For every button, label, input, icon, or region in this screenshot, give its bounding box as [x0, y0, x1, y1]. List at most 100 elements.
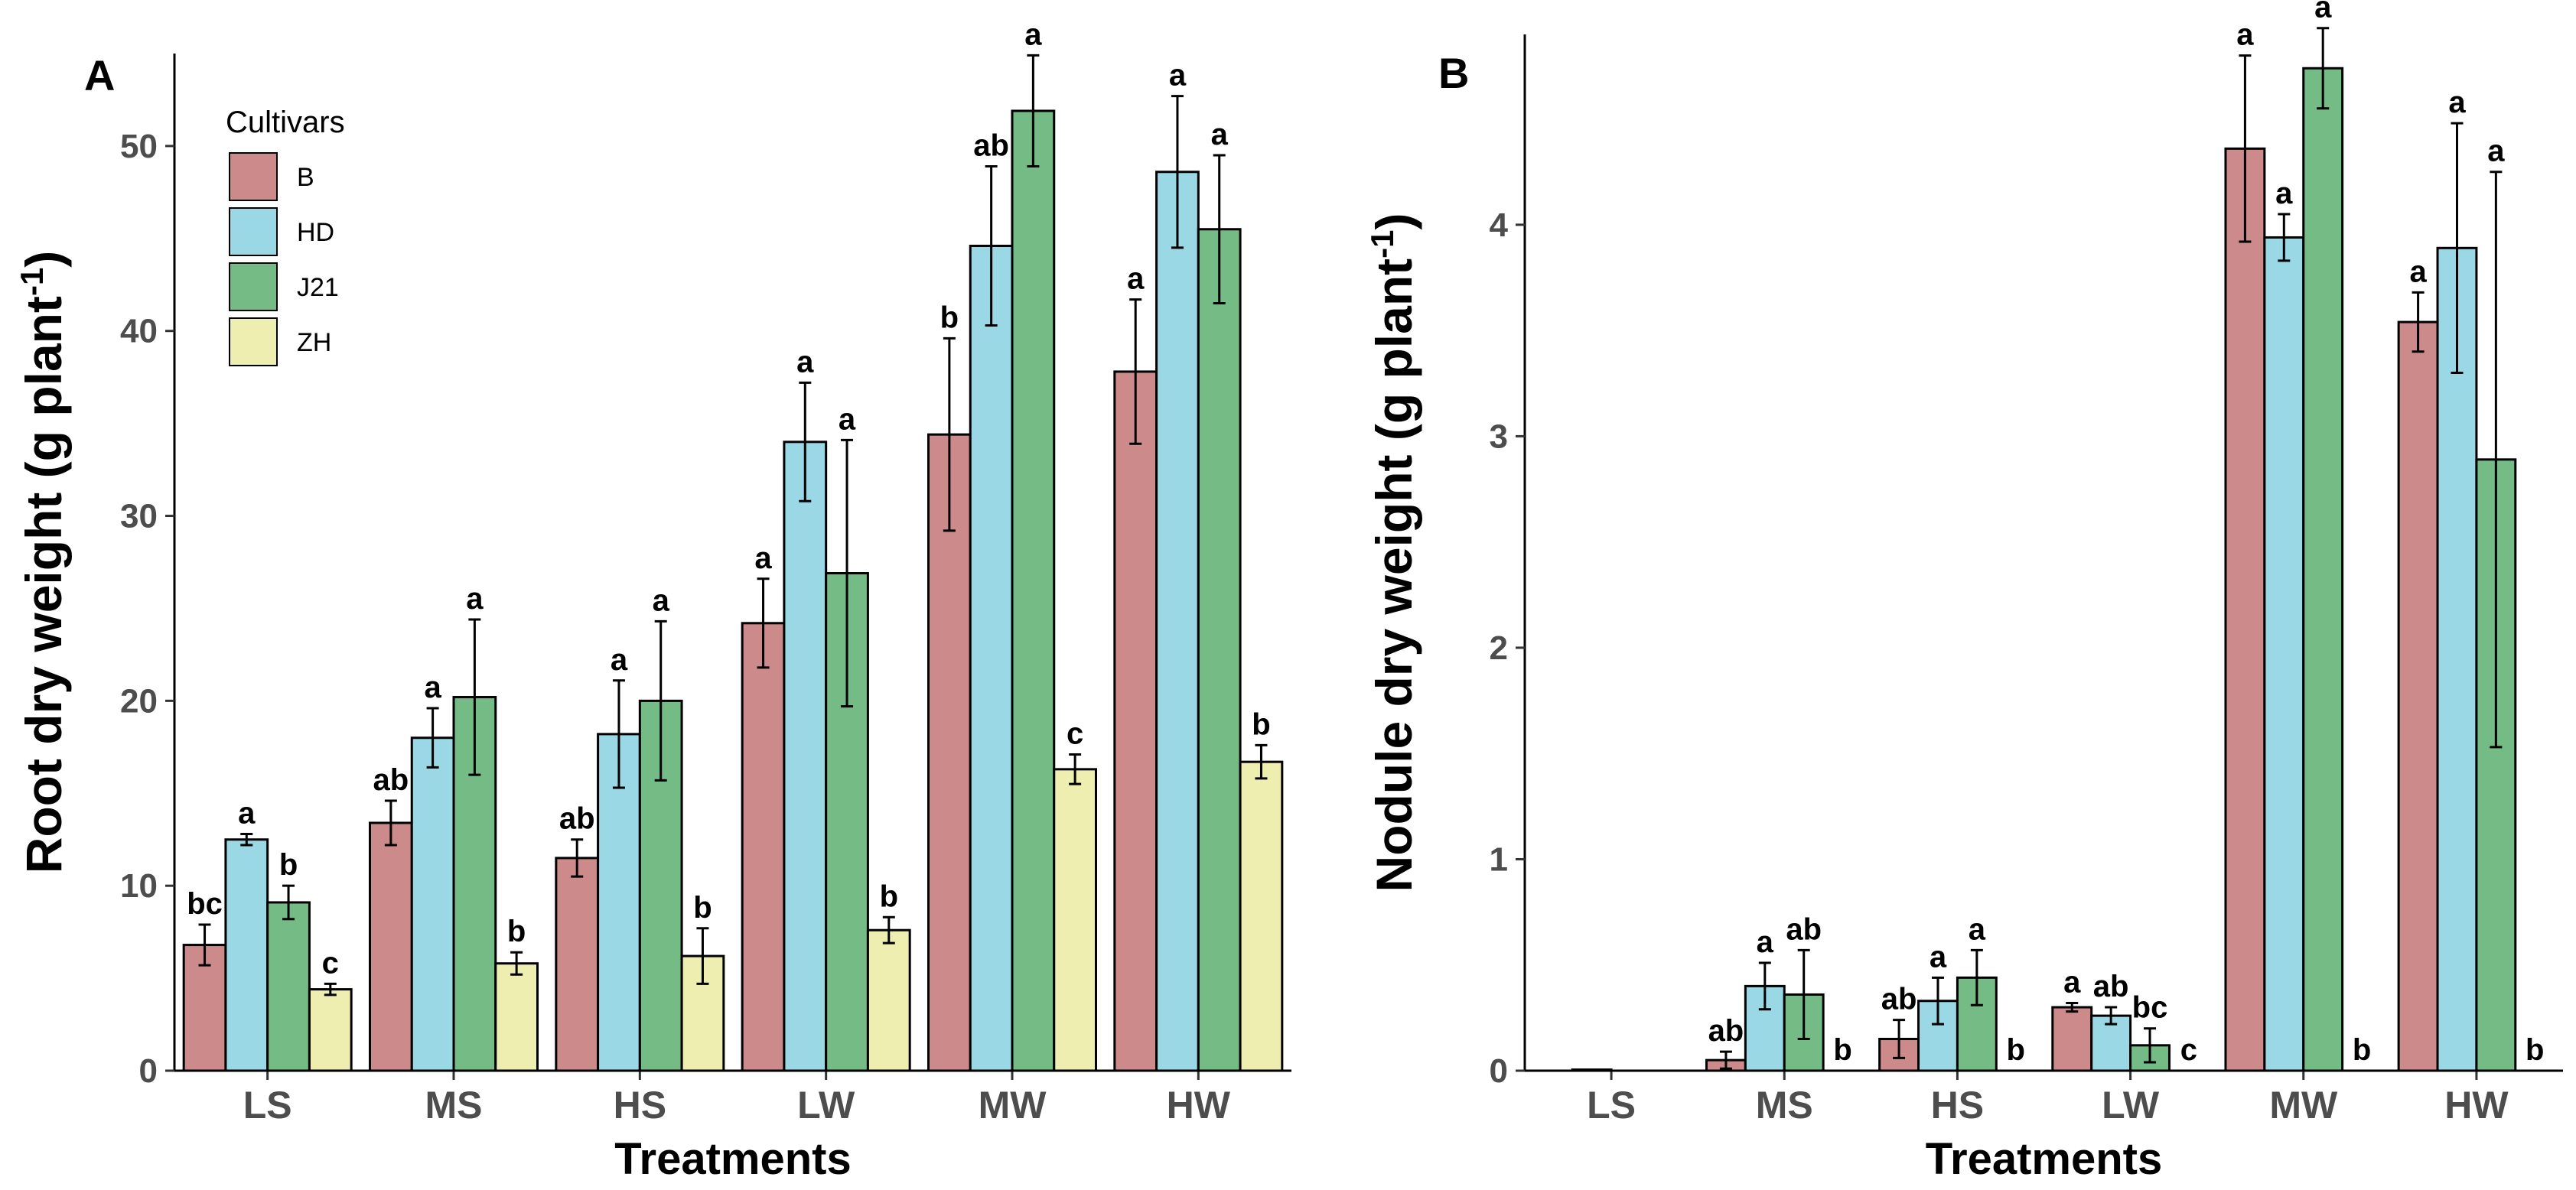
significance-letter: b	[507, 915, 526, 948]
significance-letter: ab	[1786, 912, 1822, 946]
significance-letter: a	[2063, 966, 2081, 1000]
significance-letter: b	[2526, 1033, 2544, 1067]
legend-swatch-b	[229, 152, 278, 201]
bar-zh-ls	[308, 988, 353, 1072]
significance-letter: a	[796, 345, 814, 379]
bar-zh-lw	[866, 928, 911, 1072]
legend: Cultivars B HD J21 ZH	[226, 106, 345, 366]
y-axis-title: Root dry weight (g plant-1)	[14, 251, 72, 874]
significance-letter: a	[754, 541, 772, 575]
x-axis-title: Treatments	[614, 1134, 851, 1184]
bar-b-hs	[555, 857, 600, 1072]
legend-swatch-zh	[229, 317, 278, 366]
y-axis-title-tail: )	[1366, 213, 1422, 230]
significance-letter: a	[1930, 940, 1947, 974]
significance-letter: a	[2275, 177, 2293, 210]
legend-swatch-j21	[229, 262, 278, 311]
x-tick-label-hs: HS	[1931, 1084, 1984, 1127]
x-tick-label-lw: LW	[2102, 1084, 2160, 1127]
significance-letter: ab	[2093, 970, 2129, 1003]
significance-letter: c	[1067, 717, 1083, 750]
significance-letter: b	[693, 891, 712, 925]
x-tick-label-ls: LS	[1587, 1084, 1636, 1127]
bar-j21-hw	[1197, 228, 1242, 1072]
y-tick-label: 4	[1490, 206, 1509, 244]
x-tick-label-hs: HS	[614, 1084, 666, 1127]
significance-letter: b	[279, 848, 298, 882]
y-tick-label: 20	[120, 682, 158, 720]
significance-letter: a	[1024, 18, 1042, 51]
bar-hd-lw	[783, 441, 828, 1072]
significance-letter: b	[2353, 1033, 2371, 1067]
y-tick-label: 50	[120, 128, 158, 165]
significance-letter: a	[2314, 0, 2332, 24]
x-tick-label-mw: MW	[2269, 1084, 2338, 1127]
significance-letter: a	[2487, 135, 2505, 168]
significance-letter: a	[425, 671, 442, 704]
significance-letter: bc	[187, 887, 223, 921]
significance-letter: a	[1969, 912, 1986, 946]
x-axis-title: Treatments	[1926, 1134, 2162, 1184]
bar-hd-hw	[1155, 171, 1200, 1072]
x-tick-label-ms: MS	[1756, 1084, 1813, 1127]
significance-letter: ab	[373, 763, 409, 797]
legend-label-b: B	[297, 163, 314, 192]
y-tick-label: 1	[1490, 840, 1508, 878]
significance-letter: b	[880, 879, 898, 913]
significance-letter: a	[1757, 925, 1774, 959]
bar-j21-ls	[266, 901, 311, 1072]
bar-b-lw	[741, 622, 786, 1072]
y-axis-title-superscript: -1	[1364, 229, 1400, 258]
bar-hd-ms	[410, 736, 455, 1072]
bar-hd-ls	[224, 838, 269, 1072]
significance-letter: a	[1211, 118, 1229, 151]
significance-letter: b	[1833, 1033, 1851, 1067]
significance-letter: ab	[1881, 983, 1917, 1016]
bar-b-hw	[2397, 320, 2439, 1072]
x-tick-label-ms: MS	[425, 1084, 483, 1127]
y-axis-title: Nodule dry weight (g plant-1)	[1364, 213, 1422, 892]
x-tick-label-ls: LS	[243, 1084, 292, 1127]
significance-letter: a	[466, 582, 484, 616]
significance-letter: a	[2448, 86, 2466, 119]
bar-hd-ls	[1571, 1068, 1613, 1072]
y-tick-label: 40	[120, 313, 158, 350]
panel-label: A	[84, 51, 115, 99]
significance-letter: a	[2236, 18, 2254, 52]
y-axis-title-tail: )	[15, 251, 72, 268]
significance-letter: b	[940, 301, 959, 334]
y-axis-title-superscript: -1	[14, 268, 50, 296]
significance-letter: ab	[973, 129, 1009, 163]
legend-label-j21: J21	[297, 273, 339, 302]
y-tick-label: 0	[139, 1052, 158, 1090]
significance-letter: a	[238, 796, 256, 830]
significance-letter: ab	[559, 802, 595, 836]
y-axis-title-main: Nodule dry weight (g plant	[1366, 258, 1422, 892]
bar-hd-mw	[969, 244, 1014, 1072]
legend-label-zh: ZH	[297, 328, 331, 357]
y-axis-title-main: Root dry weight (g plant	[15, 296, 72, 873]
x-tick-label-hw: HW	[2444, 1084, 2509, 1127]
bar-b-mw	[927, 433, 972, 1072]
panel-label: B	[1438, 49, 1469, 97]
y-tick-label: 3	[1490, 418, 1508, 455]
x-tick-label-lw: LW	[797, 1084, 855, 1127]
x-tick-label-hw: HW	[1167, 1084, 1231, 1127]
significance-letter: ab	[1708, 1014, 1744, 1048]
significance-letter: a	[611, 643, 628, 677]
bar-zh-hw	[1239, 760, 1284, 1072]
bar-j21-mw	[1011, 109, 1056, 1072]
significance-letter: a	[653, 584, 670, 617]
y-tick-label: 2	[1490, 629, 1508, 667]
legend-swatch-hd	[229, 207, 278, 256]
bar-b-mw	[2224, 147, 2266, 1072]
x-tick-label-mw: MW	[979, 1084, 1047, 1127]
bar-zh-ms	[494, 962, 539, 1072]
legend-title: Cultivars	[226, 106, 345, 139]
bar-j21-mw	[2302, 67, 2344, 1072]
bar-b-hw	[1113, 370, 1158, 1072]
significance-letter: a	[839, 402, 856, 436]
